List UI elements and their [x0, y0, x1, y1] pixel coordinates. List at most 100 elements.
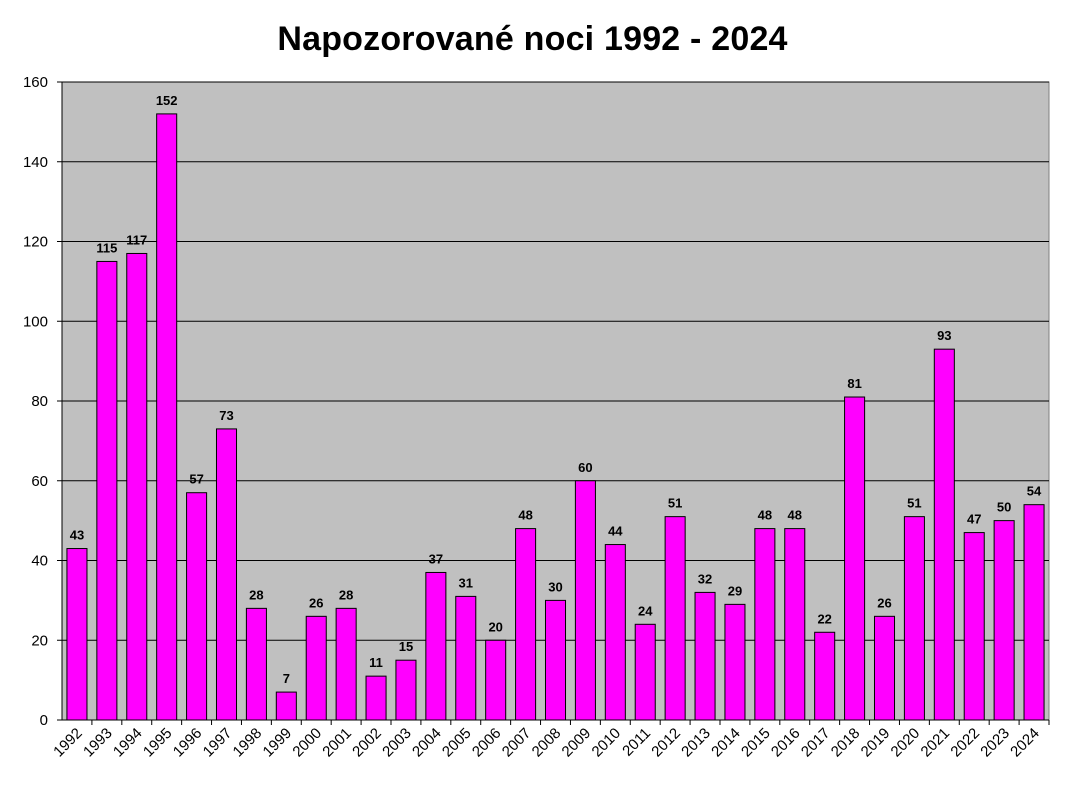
bar-2024	[1023, 504, 1045, 721]
bar-1997	[215, 428, 238, 721]
y-tick-labels: 0 20 40 60 80 100 120 140 160	[23, 74, 48, 729]
x-tick-label: 1994	[110, 725, 146, 761]
x-tick-label: 2014	[708, 725, 744, 761]
x-tick-label: 1992	[50, 725, 86, 761]
data-label: 37	[429, 551, 443, 566]
bar-2018	[844, 396, 866, 721]
bar-2017	[814, 631, 836, 721]
x-tick-label: 1998	[230, 725, 266, 761]
x-tick-label: 1997	[200, 725, 236, 761]
data-label: 32	[698, 571, 712, 586]
bar-2005	[455, 595, 477, 721]
bar-1994	[126, 252, 148, 721]
data-label: 50	[997, 500, 1011, 515]
x-tick-label: 2006	[469, 725, 505, 761]
bars	[66, 113, 1045, 721]
y-tick-label: 20	[31, 632, 48, 649]
x-tick-label: 2001	[319, 725, 355, 761]
bar-1998	[245, 607, 267, 721]
x-tick-label: 2015	[738, 725, 774, 761]
data-label: 22	[817, 611, 831, 626]
x-tick-labels: 1992199319941995199619971998199920002001…	[50, 725, 1043, 761]
data-label: 48	[518, 508, 532, 523]
x-tick-label: 2004	[409, 725, 445, 761]
bar-2013	[694, 591, 716, 721]
bar-2010	[604, 544, 626, 721]
x-tick-label: 2013	[678, 725, 714, 761]
data-label: 15	[399, 639, 413, 654]
x-tick-label: 2024	[1007, 725, 1043, 761]
y-tick-label: 40	[31, 553, 48, 570]
data-label: 28	[339, 587, 353, 602]
data-label: 117	[126, 232, 147, 247]
bar-2008	[544, 599, 567, 721]
y-tick-label: 100	[23, 313, 48, 330]
x-tick-label: 2021	[918, 725, 954, 761]
x-tick-label: 2002	[349, 725, 385, 761]
data-label: 93	[937, 328, 951, 343]
x-tick-label: 1996	[170, 725, 206, 761]
data-label: 48	[758, 508, 772, 523]
data-label: 47	[967, 512, 981, 527]
data-label: 51	[907, 496, 921, 511]
bar-1996	[186, 492, 208, 721]
y-tick-label: 80	[31, 393, 48, 410]
bar-1995	[156, 113, 178, 721]
data-label: 48	[788, 508, 802, 523]
y-tick-label: 0	[40, 712, 48, 729]
x-tick-label: 1993	[80, 725, 116, 761]
data-label: 44	[608, 524, 623, 539]
bar-2006	[485, 639, 507, 721]
x-tick-label: 2009	[559, 725, 595, 761]
data-label: 29	[728, 583, 742, 598]
data-label: 30	[548, 579, 562, 594]
axes	[57, 81, 1050, 725]
x-tick-label: 2007	[499, 725, 535, 761]
x-tick-label: 1999	[260, 725, 296, 761]
bar-1999	[275, 691, 297, 721]
data-label: 20	[488, 619, 502, 634]
bar-2002	[365, 675, 387, 721]
data-label: 43	[70, 528, 84, 543]
x-tick-label: 1995	[140, 725, 176, 761]
x-tick-label: 2000	[289, 725, 325, 761]
data-label: 152	[156, 93, 178, 108]
data-label: 54	[1027, 484, 1042, 499]
bar-2015	[754, 528, 776, 721]
bar-2001	[335, 607, 357, 721]
data-label: 11	[369, 655, 383, 670]
bar-2007	[515, 528, 537, 721]
bar-2009	[574, 480, 596, 721]
bar-2003	[395, 659, 417, 721]
bar-2021	[933, 348, 955, 721]
bar-1992	[66, 548, 88, 721]
y-tick-label: 120	[23, 234, 48, 251]
x-tick-label: 2012	[648, 725, 684, 761]
bar-2016	[784, 528, 806, 721]
bar-2000	[305, 615, 327, 721]
x-tick-label: 2020	[888, 725, 924, 761]
bar-2020	[903, 516, 925, 721]
bar-2011	[634, 623, 656, 721]
data-label: 31	[459, 575, 473, 590]
data-label: 115	[96, 240, 117, 255]
x-tick-label: 2005	[439, 725, 475, 761]
data-label: 28	[249, 587, 263, 602]
data-label: 81	[847, 376, 861, 391]
x-tick-label: 2008	[529, 725, 565, 761]
data-label: 26	[877, 595, 891, 610]
bar-2023	[993, 520, 1015, 721]
bar-2004	[425, 571, 447, 721]
bar-2022	[963, 532, 985, 721]
x-tick-label: 2018	[828, 725, 864, 761]
data-label: 51	[668, 496, 682, 511]
x-tick-label: 2017	[798, 725, 834, 761]
y-tick-label: 140	[23, 154, 48, 171]
y-tick-label: 60	[31, 473, 48, 490]
x-tick-label: 2016	[768, 725, 804, 761]
x-tick-label: 2023	[977, 725, 1013, 761]
x-tick-label: 2003	[379, 725, 415, 761]
x-tick-label: 2011	[619, 725, 654, 760]
x-tick-label: 2022	[947, 725, 983, 761]
